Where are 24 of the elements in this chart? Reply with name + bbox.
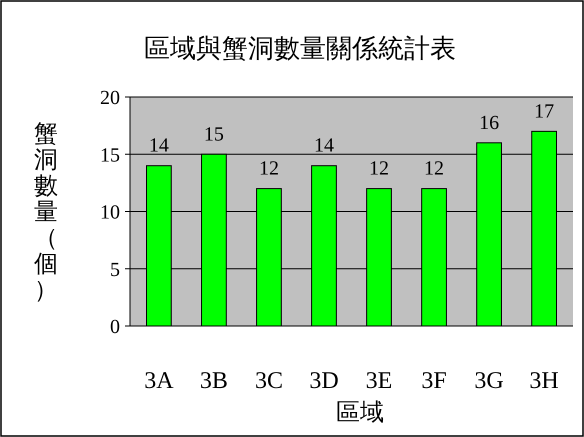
x-tick-label: 3F — [421, 368, 447, 394]
data-label: 16 — [479, 112, 500, 134]
x-tick-label: 3A — [144, 368, 174, 394]
y-axis-title: 蟹洞數量（個） — [34, 122, 58, 304]
data-label: 14 — [314, 134, 334, 157]
data-label: 12 — [258, 158, 279, 180]
data-label: 12 — [424, 158, 444, 180]
y-tick-label: 15 — [100, 144, 120, 166]
x-tick-label: 3B — [200, 368, 228, 394]
x-tick-label: 3E — [366, 368, 392, 394]
x-tick-label: 3C — [254, 368, 283, 394]
x-axis-title: 區域 — [336, 400, 384, 426]
x-tick-label: 3D — [309, 368, 339, 394]
data-label: 14 — [148, 134, 169, 157]
x-tick-label: 3H — [529, 368, 559, 394]
y-tick-label: 5 — [110, 258, 120, 281]
y-tick-label: 20 — [100, 87, 120, 109]
data-label: 15 — [204, 123, 224, 146]
data-label: 17 — [534, 100, 554, 122]
x-tick-label: 3G — [474, 368, 504, 394]
data-label: 12 — [369, 158, 390, 180]
chart-title: 區域與蟹洞數量關係統計表 — [144, 34, 456, 63]
y-tick-label: 10 — [100, 202, 120, 224]
y-tick-label: 0 — [110, 316, 120, 338]
